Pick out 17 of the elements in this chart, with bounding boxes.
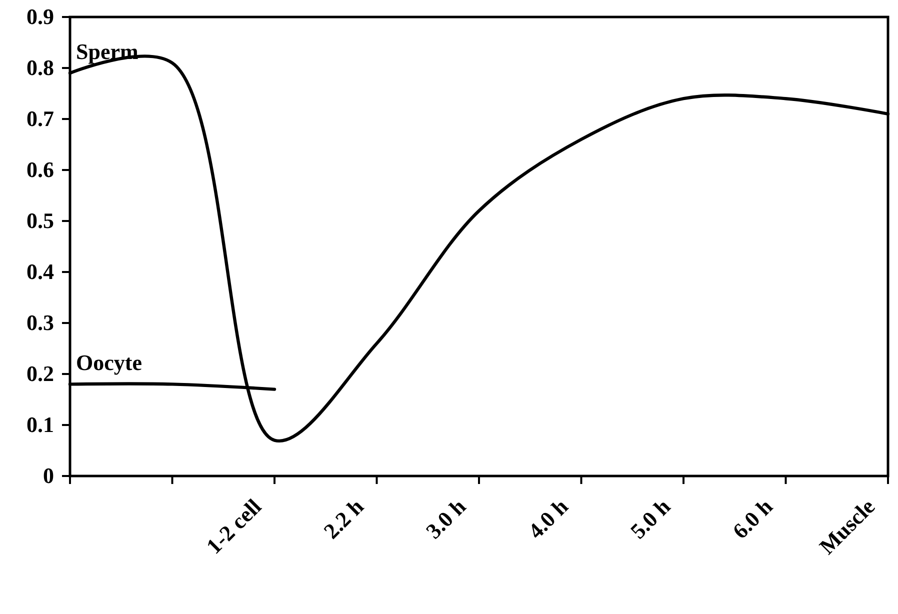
x-tick-label: 5.0 h bbox=[625, 494, 676, 544]
y-tick-label: 0.9 bbox=[26, 4, 54, 30]
x-tick-label: 2.2 h bbox=[318, 494, 368, 544]
y-tick-label: 0.4 bbox=[26, 259, 54, 284]
y-tick-label: 0.2 bbox=[26, 361, 54, 386]
x-tick-label: 4.0 h bbox=[523, 494, 573, 544]
series-label: Oocyte bbox=[76, 350, 142, 376]
y-tick-label: 0.3 bbox=[26, 310, 54, 336]
y-tick-label: 0.8 bbox=[26, 55, 54, 80]
x-tick-label: 1-2 cell bbox=[201, 494, 266, 559]
y-tick-label: 0 bbox=[43, 463, 54, 488]
x-tick-label: 6.0 h bbox=[728, 494, 778, 544]
y-tick-label: 0.5 bbox=[26, 208, 54, 234]
y-tick-label: 0.7 bbox=[26, 106, 54, 132]
y-tick-label: 0.1 bbox=[26, 412, 54, 438]
y-tick-label: 0.6 bbox=[26, 157, 54, 182]
x-tick-label: 3.0 h bbox=[420, 494, 471, 544]
